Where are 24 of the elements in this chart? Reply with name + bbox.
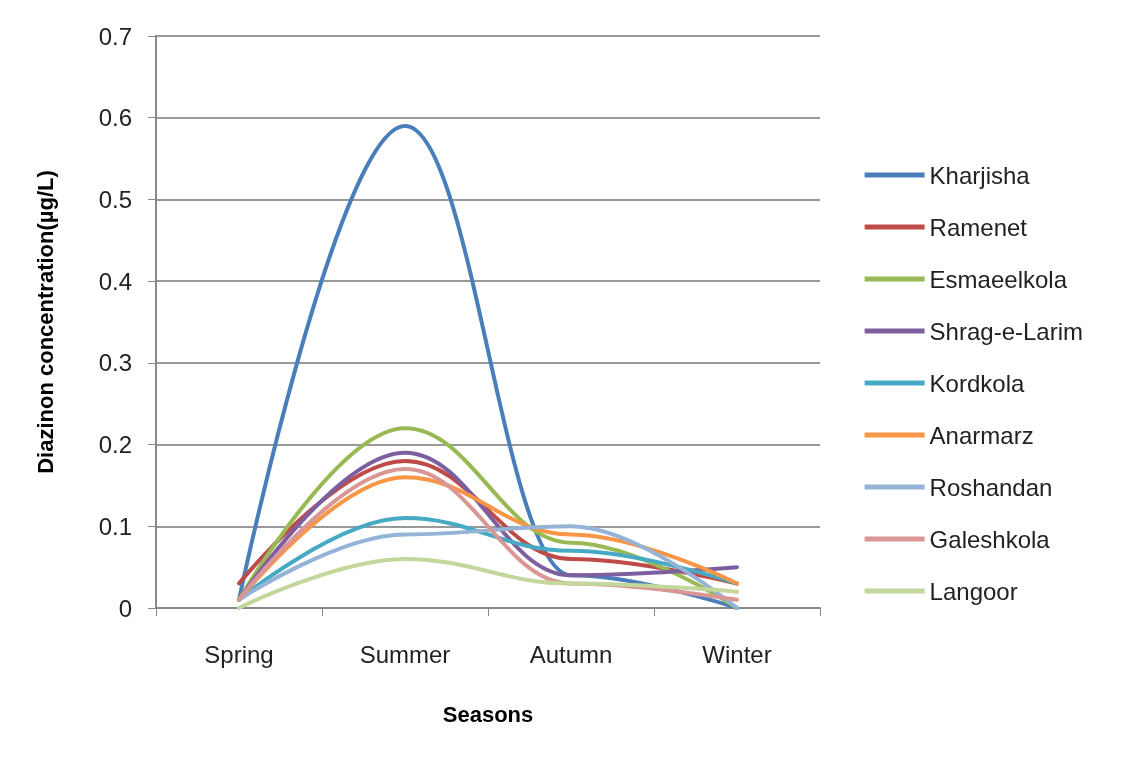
legend-label: Kordkola [929, 369, 1025, 397]
x-tick-label: Spring [204, 640, 274, 668]
legend-label: Galeshkola [929, 525, 1051, 553]
y-tick-label: 0.5 [98, 185, 132, 213]
legend-label: Roshandan [929, 473, 1053, 501]
legend-label: Esmaeelkola [929, 265, 1068, 293]
y-tick-label: 0.1 [98, 512, 132, 540]
y-tick-label: 0.2 [98, 431, 132, 459]
legend-label: Langoor [929, 577, 1018, 605]
y-tick-label: 0.3 [98, 349, 132, 377]
x-axis-title: Seasons [442, 701, 534, 727]
y-tick-label: 0 [118, 594, 132, 622]
x-tick-label: Autumn [529, 640, 613, 668]
y-tick-label: 0.6 [98, 104, 132, 132]
legend-label: Ramenet [929, 213, 1028, 241]
y-axis-title: Diazinon concentration(µg/L) [32, 170, 58, 474]
y-tick-label: 0.7 [98, 22, 132, 50]
line-series [237, 556, 739, 610]
y-tick-label: 0.4 [98, 267, 132, 295]
legend-label: Anarmarz [929, 421, 1034, 449]
legend-label: Shrag-e-Larim [929, 317, 1083, 345]
legend-label: Kharjisha [929, 161, 1031, 189]
x-tick-label: Winter [702, 640, 772, 668]
x-tick-label: Summer [359, 640, 451, 668]
